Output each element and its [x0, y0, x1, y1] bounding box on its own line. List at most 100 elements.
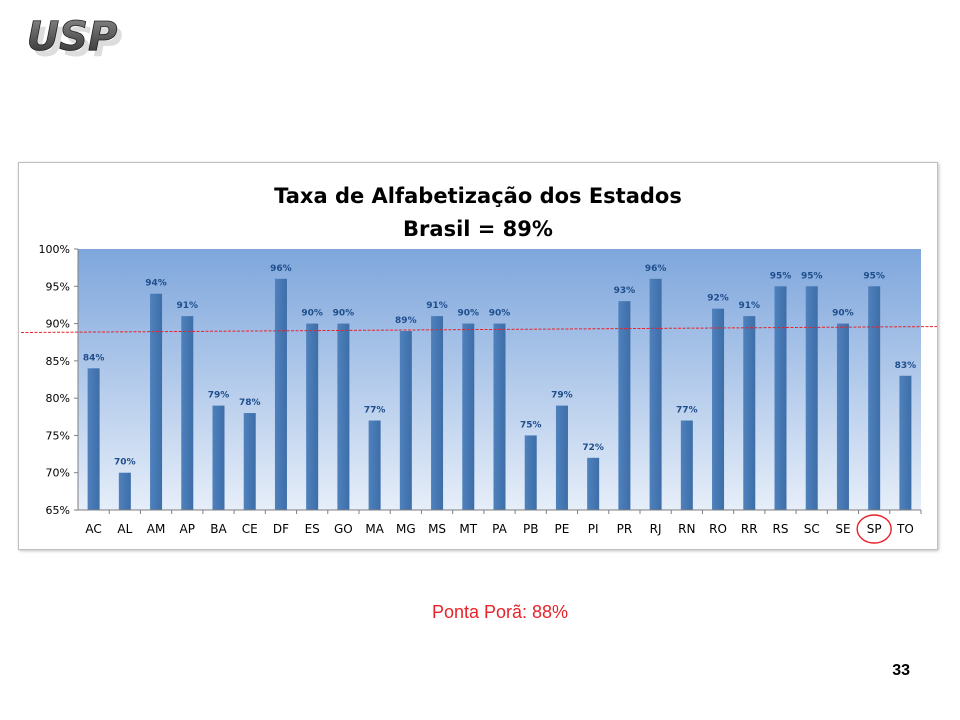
ponta-pora-note: Ponta Porã: 88%: [431, 602, 569, 622]
data-label: 90%: [489, 309, 511, 319]
logo-shadow: USP: [32, 20, 122, 66]
data-label: 72%: [582, 443, 604, 453]
bar-ba: [212, 405, 225, 510]
bar-al: [118, 472, 131, 510]
bar-sc: [805, 286, 818, 510]
y-tick-label: 85%: [46, 355, 70, 368]
x-tick-label: MS: [428, 522, 446, 536]
bar-pi: [587, 457, 600, 510]
data-label: 79%: [551, 391, 573, 401]
data-label: 78%: [239, 398, 261, 408]
bar-ma: [368, 420, 381, 510]
bar-pb: [524, 435, 537, 510]
bars: [87, 278, 912, 510]
x-tick-label: PR: [617, 522, 633, 536]
data-label: 89%: [395, 316, 417, 326]
x-tick-label: MA: [365, 522, 384, 536]
bar-pr: [618, 301, 631, 510]
data-label: 91%: [177, 301, 199, 311]
y-tick-label: 80%: [46, 392, 70, 405]
x-tick-label: AL: [117, 522, 132, 536]
page-number: 33: [892, 662, 910, 679]
x-tick-label: MT: [459, 522, 477, 536]
x-tick-label: RS: [773, 522, 789, 536]
x-tick-label: RJ: [650, 522, 662, 536]
brasil-reference-line: [20, 326, 937, 334]
x-tick-label: TO: [896, 522, 914, 536]
y-tick-label: 75%: [46, 429, 70, 442]
data-label: 94%: [145, 279, 167, 289]
bar-mt: [462, 323, 475, 510]
bar-se: [836, 323, 849, 510]
bar-rj: [649, 278, 662, 510]
logo-text: USP: [27, 14, 118, 60]
x-tick-label: BA: [210, 522, 227, 536]
data-label: 84%: [83, 353, 105, 363]
y-tick-label: 100%: [39, 243, 70, 256]
bar-rr: [743, 316, 756, 510]
bar-mg: [399, 331, 412, 510]
chart-subtitle: Brasil = 89%: [403, 217, 553, 241]
bar-rn: [680, 420, 693, 510]
data-label: 75%: [520, 420, 542, 430]
x-tick-label: RR: [741, 522, 758, 536]
data-label: 77%: [676, 406, 698, 416]
x-tick-label: AC: [85, 522, 101, 536]
bar-labels: 84% 70% 94% 91% 79% 78% 96% 90% 90% 77% 89% 91% 90% 9…: [83, 264, 916, 468]
x-tick-label: RO: [709, 522, 727, 536]
bar-rs: [774, 286, 787, 510]
y-axis: 65% 70% 75% 80% 85% 90% 95% 100%: [39, 243, 79, 517]
x-tick-label: PI: [588, 522, 599, 536]
bar-ce: [243, 413, 256, 510]
data-label: 90%: [301, 309, 323, 319]
x-tick-label: SE: [835, 522, 850, 536]
x-axis: AC AL AM AP BA CE DF ES GO MA MG MS MT PA PB PE PI PR RJ RN…: [78, 509, 922, 536]
x-tick-label: PB: [523, 522, 538, 536]
x-tick-label: PA: [492, 522, 507, 536]
data-label: 90%: [333, 309, 355, 319]
bar-go: [337, 323, 350, 510]
data-label: 79%: [208, 391, 230, 401]
data-label: 95%: [770, 271, 792, 281]
data-label: 95%: [801, 271, 823, 281]
data-label: 77%: [364, 406, 386, 416]
x-tick-label: PE: [555, 522, 570, 536]
bar-ro: [712, 308, 725, 510]
bar-ms: [431, 316, 444, 510]
bar-am: [150, 293, 163, 510]
chart-title: Taxa de Alfabetização dos Estados: [274, 184, 682, 208]
data-label: 90%: [832, 309, 854, 319]
usp-logo: USP USP: [26, 14, 122, 66]
data-label: 91%: [426, 301, 448, 311]
data-label: 93%: [614, 286, 636, 296]
x-tick-label: CE: [242, 522, 258, 536]
bar-chart: Taxa de Alfabetização dos Estados Brasil…: [20, 184, 937, 544]
data-label: 96%: [270, 264, 292, 274]
x-tick-label: ES: [305, 522, 320, 536]
data-label: 96%: [645, 264, 667, 274]
y-tick-label: 95%: [46, 280, 70, 293]
x-tick-label: SP: [867, 522, 882, 536]
bar-es: [306, 323, 319, 510]
data-label: 91%: [739, 301, 761, 311]
data-label: 90%: [458, 309, 480, 319]
bar-ac: [87, 368, 100, 510]
data-label: 83%: [895, 361, 917, 371]
highlight-sp-circle: [856, 514, 892, 544]
bar-pe: [555, 405, 568, 510]
data-label: 95%: [863, 271, 885, 281]
x-tick-label: RN: [678, 522, 695, 536]
x-tick-label: MG: [396, 522, 416, 536]
x-tick-label: GO: [334, 522, 353, 536]
x-tick-label: DF: [273, 522, 289, 536]
x-tick-label: SC: [804, 522, 820, 536]
y-tick-label: 65%: [46, 504, 70, 517]
x-tick-label: AP: [180, 522, 195, 536]
y-tick-label: 70%: [46, 467, 70, 480]
data-label: 92%: [707, 294, 729, 304]
bar-to: [899, 375, 912, 510]
bar-sp: [868, 286, 881, 510]
data-label: 70%: [114, 458, 136, 468]
chart-frame: Taxa de Alfabetização dos Estados Brasil…: [18, 162, 938, 550]
bar-ap: [181, 316, 194, 510]
